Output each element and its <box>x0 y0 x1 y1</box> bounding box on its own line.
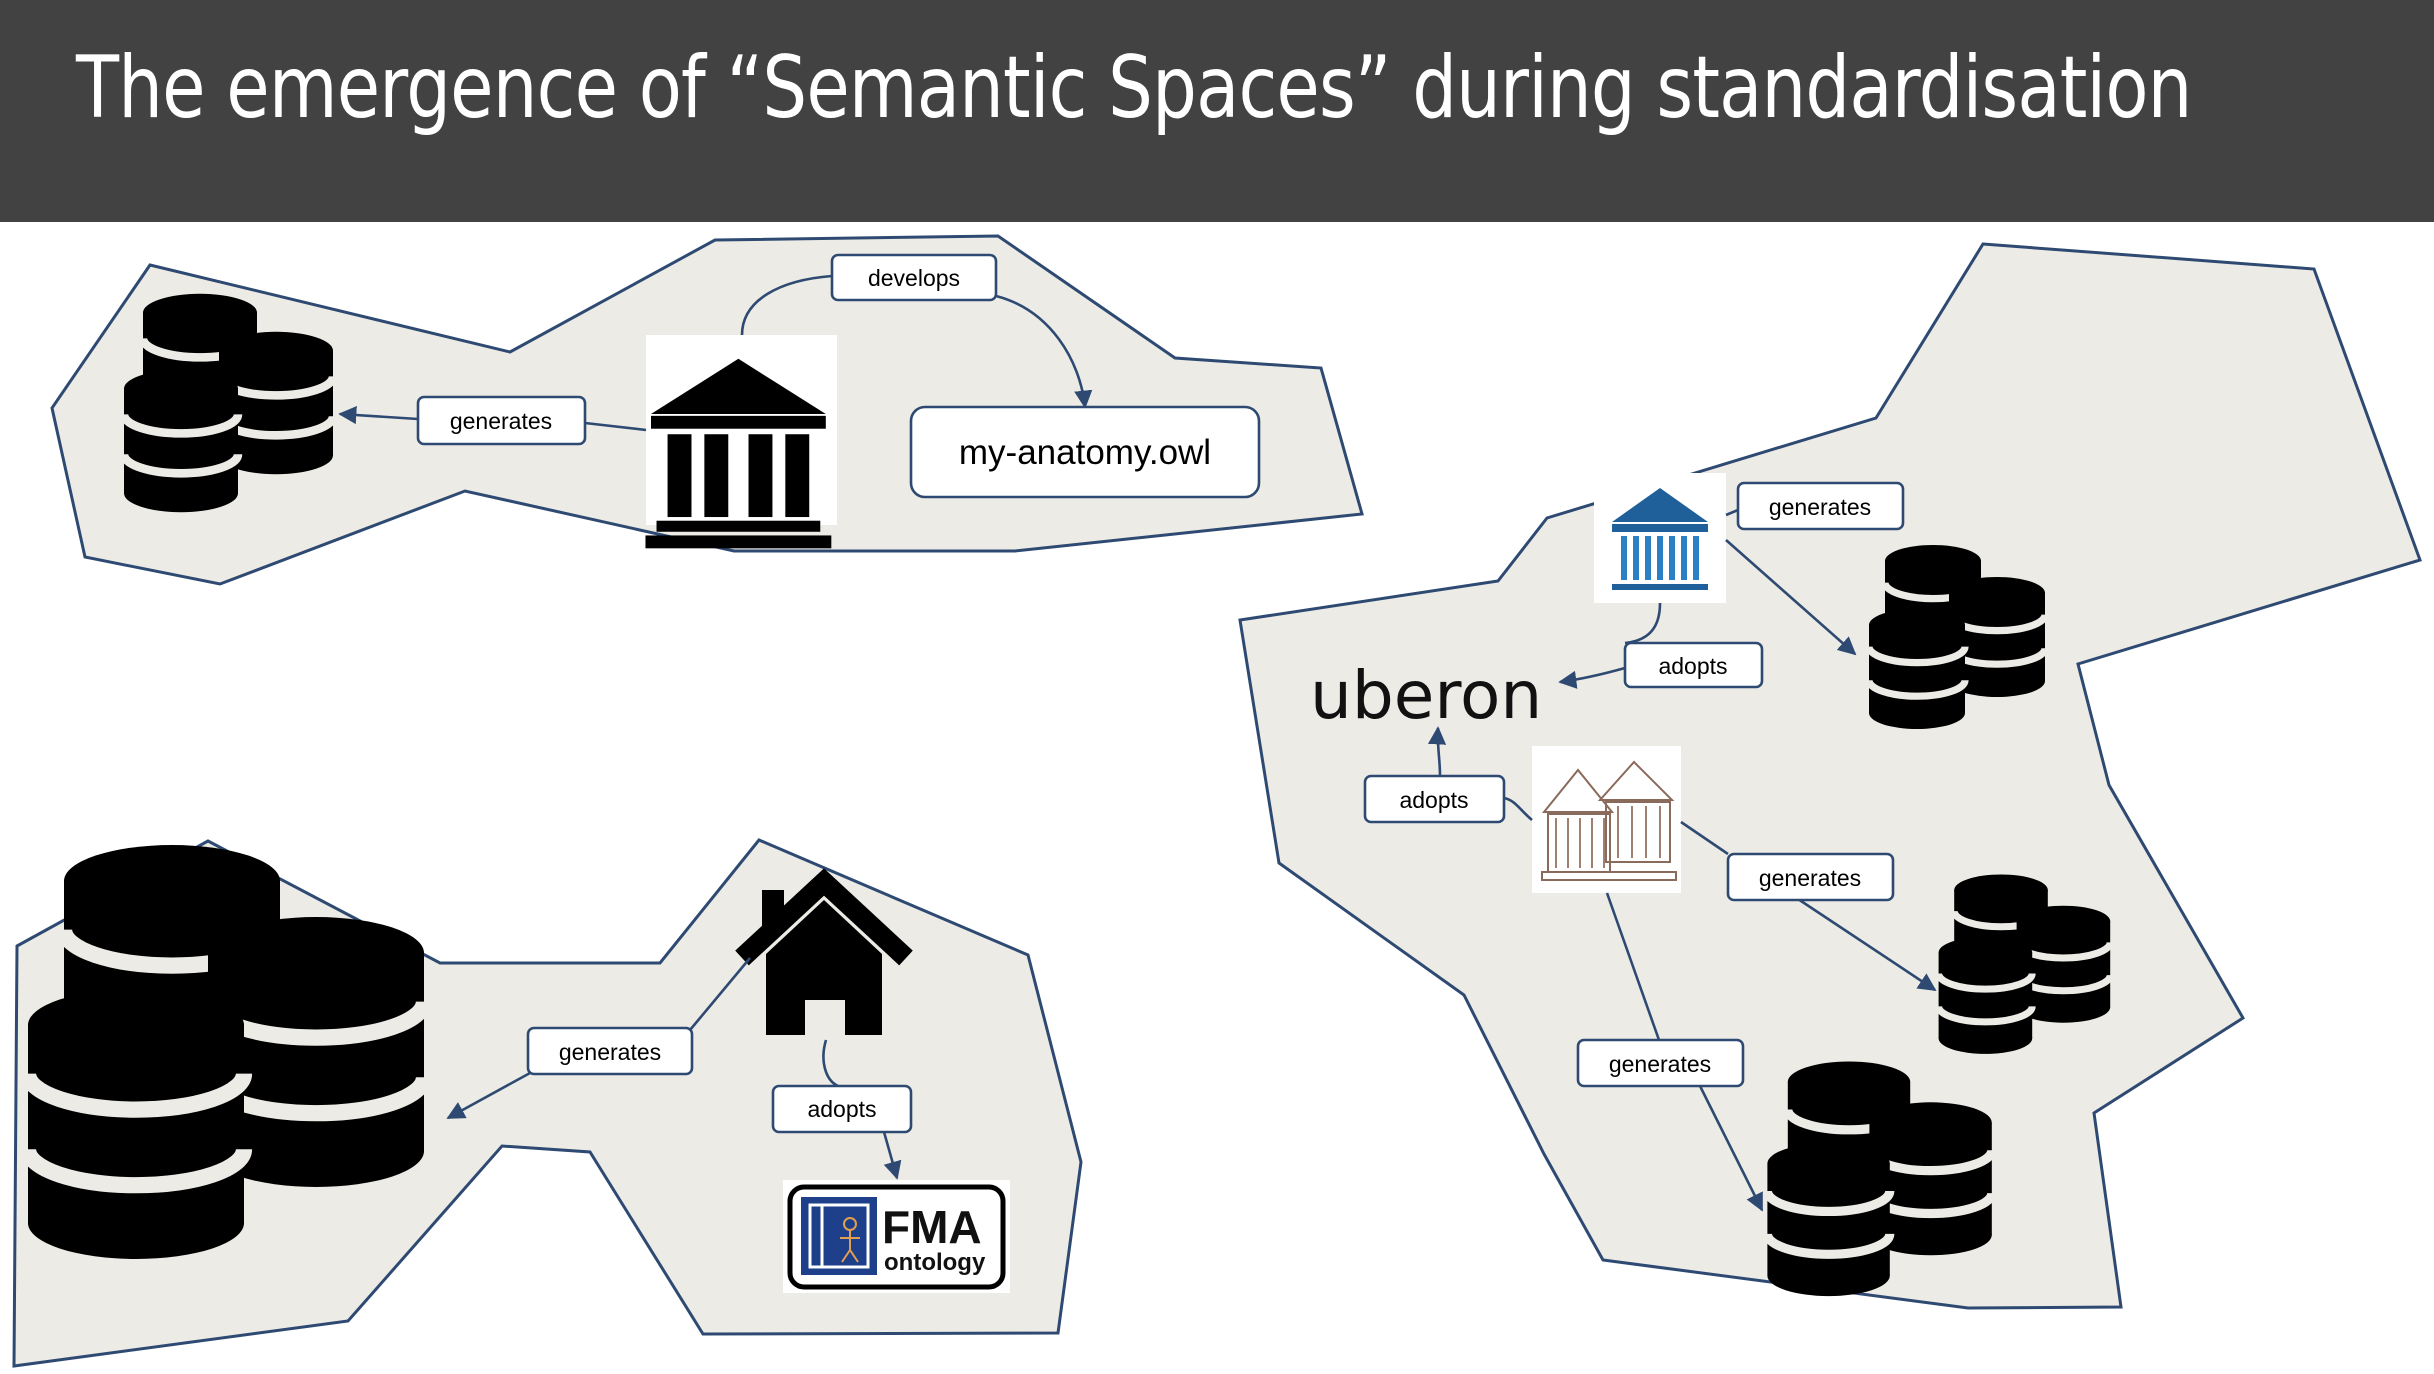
svg-text:uberon: uberon <box>1310 657 1542 734</box>
edge-generates-to-db-c3 <box>1698 1085 1764 1212</box>
edge-home-generates-b <box>689 957 751 1031</box>
label-generates-c1: generates <box>1736 481 1905 531</box>
svg-text:adopts: adopts <box>1399 787 1468 813</box>
edge-outline-inst-generates-2 <box>1680 820 1729 856</box>
svg-text:generates: generates <box>1759 865 1861 891</box>
edge-adopts-to-fma <box>882 1131 902 1180</box>
institution-icon-a <box>645 335 837 549</box>
owl-file-node: my-anatomy.owl <box>909 405 1261 499</box>
svg-text:FMA: FMA <box>882 1201 982 1253</box>
label-adopts-c1: adopts <box>1623 641 1764 689</box>
svg-text:develops: develops <box>868 265 960 291</box>
label-adopts-c2: adopts <box>1363 774 1506 824</box>
page-title: The emergence of “Semantic Spaces” durin… <box>76 38 2192 138</box>
label-generates-c3: generates <box>1576 1038 1745 1088</box>
home-icon <box>735 868 913 1035</box>
institution-icon-outline <box>1532 746 1681 893</box>
label-adopts-b: adopts <box>771 1084 913 1134</box>
svg-text:generates: generates <box>559 1039 661 1065</box>
edge-blue-inst-generates <box>1725 508 1739 517</box>
edge-generates-to-db-b <box>446 1071 531 1120</box>
label-generates-b: generates <box>526 1026 694 1076</box>
label-develops-a: develops <box>830 253 998 302</box>
svg-text:generates: generates <box>450 408 552 434</box>
edge-generates-to-db-c2 <box>1797 897 1937 992</box>
title-bar: The emergence of “Semantic Spaces” durin… <box>0 0 2434 222</box>
svg-text:my-anatomy.owl: my-anatomy.owl <box>959 433 1211 472</box>
svg-text:ontology: ontology <box>884 1249 986 1276</box>
institution-icon-blue <box>1594 473 1726 603</box>
edge-adopts-to-uberon-1 <box>1558 666 1626 689</box>
edge-outline-inst-adopts <box>1503 796 1533 821</box>
edge-blue-inst-adopts <box>1624 602 1662 645</box>
svg-text:generates: generates <box>1769 494 1871 520</box>
edge-develops-to-owl <box>995 294 1093 409</box>
edge-generates-to-db-c1 <box>1725 539 1857 656</box>
label-generates-c2: generates <box>1726 852 1895 902</box>
edge-outline-inst-generates-3 <box>1605 892 1661 1041</box>
svg-text:generates: generates <box>1609 1051 1711 1077</box>
edge-institution-generates-db-a <box>584 421 647 432</box>
svg-text:adopts: adopts <box>1658 653 1727 679</box>
label-generates-a: generates <box>416 395 587 446</box>
fma-ontology-logo-icon: FMA ontology <box>783 1180 1010 1293</box>
edge-generates-to-db-a <box>338 405 419 425</box>
svg-text:adopts: adopts <box>807 1096 876 1122</box>
edge-home-adopts-b <box>822 1039 839 1088</box>
uberon-logo-icon: uberon <box>1310 657 1542 734</box>
edge-institution-develops-a <box>740 274 833 336</box>
edge-adopts-to-uberon-2 <box>1427 726 1447 776</box>
